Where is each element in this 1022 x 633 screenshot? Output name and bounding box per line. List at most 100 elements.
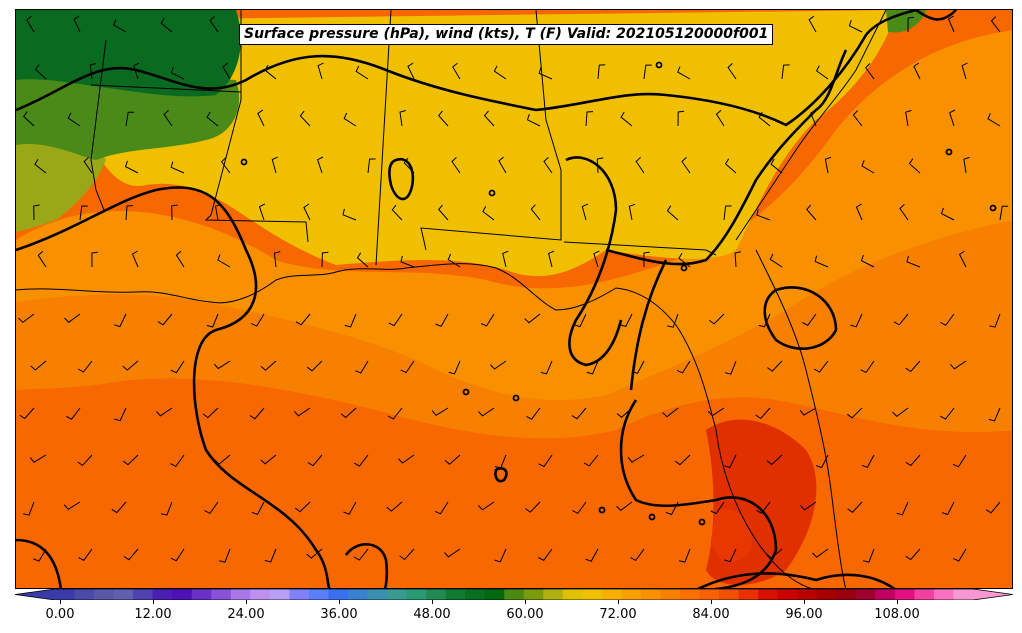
colorbar-tick [804,600,805,604]
colorbar-segment [484,589,505,600]
wind-barb [444,454,461,465]
wind-barb [258,203,266,221]
colorbar-tick [60,600,61,604]
colorbar-segment [191,589,212,600]
wind-barb [676,360,691,374]
wind-barb [218,548,231,563]
wind-barb [597,64,606,80]
colorbar-segment [875,589,896,600]
wind-barb [125,111,135,127]
wind-barb [905,454,921,467]
wind-barb [709,313,725,325]
wind-barb [710,501,725,515]
wind-barb [665,501,679,516]
wind-barb [581,203,589,221]
wind-barb [163,110,173,127]
colorbar-segment [953,589,974,600]
wind-barb [814,255,829,268]
colorbar-segment [465,589,486,600]
colorbar-segment [230,589,251,600]
wind-barb [572,501,587,515]
map-title: Surface pressure (hPa), wind (kts), T (F… [239,24,774,45]
wind-barb [438,110,449,127]
wind-barb [388,313,403,327]
wind-barb [681,157,691,174]
wind-barb [758,313,771,328]
wind-barb [707,407,725,417]
wind-barb [114,313,127,328]
wind-barb [958,250,967,268]
wind-barb [987,113,1001,127]
wind-barb [815,65,829,80]
wind-barb [620,111,633,127]
wind-barb [293,407,311,417]
wind-barb [892,407,909,418]
wind-barb [321,251,329,268]
wind-barb [157,313,173,326]
wind-barb [862,548,875,563]
wind-barb [913,62,921,80]
wind-barb [355,65,369,80]
colorbar-segment [445,589,466,600]
wind-barb [724,360,737,375]
wind-barb [585,111,594,127]
wind-barb [77,454,93,467]
wind-barb [202,407,219,419]
wind-barb [850,313,863,328]
wind-barb [160,501,173,516]
wind-barb [35,64,47,80]
wind-barb [343,501,357,515]
wind-barb [307,454,323,467]
temp-fill-north-orange [16,30,1012,401]
wind-barb [451,157,461,174]
wind-barb [79,205,88,221]
colorbar-extend-max [973,589,1013,600]
wind-barb [593,250,600,268]
wind-barb [399,548,415,561]
wind-barb [824,156,832,174]
wind-barb [808,15,817,33]
wind-barb [400,255,415,268]
wind-barb [906,255,921,268]
wind-barb [295,313,311,326]
wind-barb [477,501,495,511]
wind-barb [204,501,219,515]
wind-barb [170,548,185,562]
wind-barb [941,501,955,516]
wind-barb [170,454,185,468]
colorbar-tick-label: 0.00 [45,607,75,622]
wind-barb [677,110,685,127]
wind-barb [989,313,1001,328]
wind-barb [543,157,553,174]
wind-barb [124,160,139,174]
wind-barb [540,360,553,375]
colorbar-segment [133,589,154,600]
wind-barb [766,548,783,559]
wind-barb [756,501,771,514]
wind-barb [493,65,507,80]
wind-barb [631,360,645,375]
wind-barb [723,454,737,469]
wind-barb [18,313,35,324]
colorbar-tick [618,600,619,604]
wind-barb [367,158,376,174]
colorbar-tick-labels: 0.00 12.00 24.00 36.00 48.00 60.00 72.00 84.00 9… [0,600,1022,630]
wind-barb [452,62,461,80]
wind-barb [447,253,461,268]
wind-barb [83,157,93,174]
wind-barb [67,112,81,127]
wind-barb [303,203,311,221]
wind-barb [643,64,652,80]
wind-barb [812,548,829,558]
wind-barb [907,16,915,33]
wind-barb [260,454,277,465]
temp-fill-gulf-orange [16,210,1012,439]
wind-barb [940,207,955,221]
wind-barb [214,203,222,221]
wind-barb [574,313,587,328]
wind-barb [213,360,231,370]
colorbar-segment [347,589,369,600]
wind-barb [806,204,817,221]
wind-barb [643,251,650,268]
wind-barb [33,548,47,562]
